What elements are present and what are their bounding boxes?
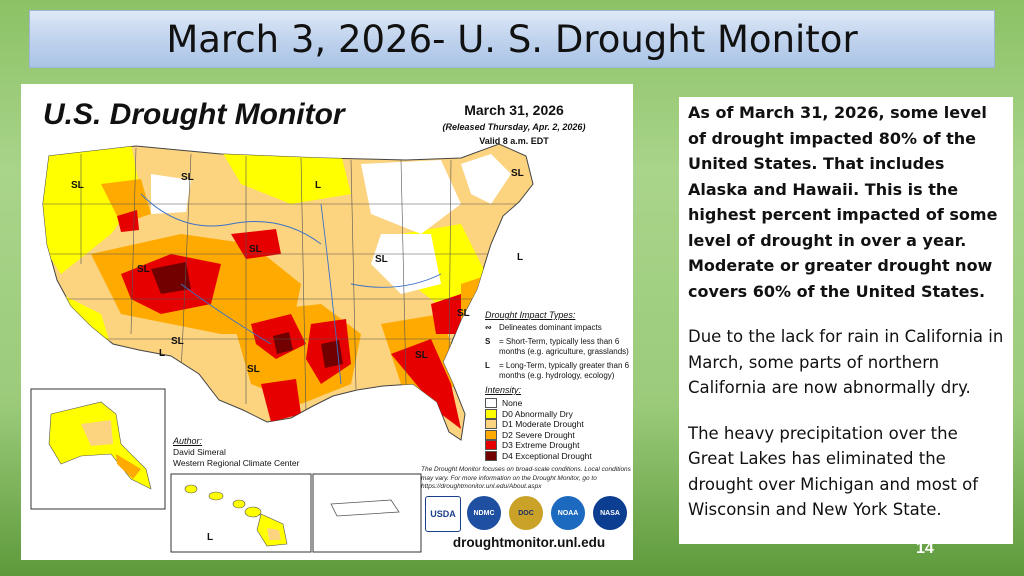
region-label: L <box>517 252 523 263</box>
summary-paragraph-1: As of March 31, 2026, some level of drou… <box>688 103 998 301</box>
intensity-swatch <box>485 398 497 409</box>
region-label: SL <box>247 364 260 375</box>
region-label: SL <box>415 350 428 361</box>
intensity-label: D0 Abnormally Dry <box>502 408 573 419</box>
doc-logo: DOC <box>509 496 543 530</box>
region-label: L <box>159 348 165 359</box>
intensity-legend-row: None <box>485 398 633 409</box>
map-released-date: (Released Thursday, Apr. 2, 2026) <box>442 122 586 132</box>
impact-long-text: = Long-Term, typically greater than 6 mo… <box>499 361 630 380</box>
intensity-legend-row: D3 Extreme Drought <box>485 440 633 451</box>
author-name: David Simeral <box>173 447 226 457</box>
impact-short-row: S = Short-Term, typically less than 6 mo… <box>485 337 633 357</box>
intensity-label: D1 Moderate Drought <box>502 419 584 430</box>
intensity-legend: None D0 Abnormally Dry D1 Moderate Drought… <box>485 398 633 461</box>
intensity-legend-row: D4 Exceptional Drought <box>485 450 633 462</box>
impact-short-symbol: S <box>485 337 491 346</box>
ndmc-logo: NDMC <box>467 496 501 530</box>
summary-paragraph-3: The heavy precipitation over the Great L… <box>688 423 979 520</box>
intensity-label: None <box>502 398 523 409</box>
impact-types-title: Drought Impact Types: <box>485 310 576 320</box>
region-label: SL <box>137 264 150 275</box>
intensity-swatch <box>485 429 497 440</box>
region-label: SL <box>181 172 194 183</box>
region-label: SL <box>249 244 262 255</box>
region-label: L <box>207 532 213 543</box>
noaa-logo: NOAA <box>551 496 585 530</box>
focus-note: The Drought Monitor focuses on broad-sca… <box>421 466 631 490</box>
intensity-legend-row: D0 Abnormally Dry <box>485 408 633 420</box>
page-number: 14 <box>916 540 934 557</box>
intensity-label: D4 Exceptional Drought <box>502 450 592 461</box>
drought-map-panel: SL SL SL SL SL SL SL SL SL L L L L SL U.… <box>21 84 633 560</box>
impact-delineate-row: ∾ Delineates dominant impacts <box>485 323 633 333</box>
intensity-label: D2 Severe Drought <box>502 429 575 440</box>
intensity-swatch <box>485 450 497 461</box>
squiggle-line-icon: ∾ <box>485 323 492 332</box>
agency-logos: USDA NDMC DOC NOAA NASA <box>425 496 631 534</box>
region-label: L <box>315 180 321 191</box>
slide-title: March 3, 2026- U. S. Drought Monitor <box>166 17 858 61</box>
intensity-label: D3 Extreme Drought <box>502 440 580 451</box>
intensity-swatch <box>485 440 497 451</box>
impact-short-text: = Short-Term, typically less than 6 mont… <box>499 337 629 356</box>
usda-logo: USDA <box>425 496 461 532</box>
nasa-logo: NASA <box>593 496 627 530</box>
summary-paragraph-2: Due to the lack for rain in California i… <box>688 327 1004 397</box>
region-label: SL <box>71 180 84 191</box>
map-date: March 31, 2026 <box>464 102 564 118</box>
region-label: SL <box>375 254 388 265</box>
summary-text-panel: As of March 31, 2026, some level of drou… <box>679 97 1013 544</box>
impact-legend: Drought Impact Types: ∾ Delineates domin… <box>485 310 633 461</box>
drought-map-graphic: SL SL SL SL SL SL SL SL SL L L L L SL <box>30 143 534 553</box>
impact-long-row: L = Long-Term, typically greater than 6 … <box>485 361 633 381</box>
map-title: U.S. Drought Monitor <box>43 98 345 131</box>
intensity-swatch <box>485 408 497 419</box>
region-label: SL <box>171 336 184 347</box>
map-valid-time: Valid 8 a.m. EDT <box>479 136 549 146</box>
intensity-legend-row: D2 Severe Drought <box>485 429 633 441</box>
author-label: Author: <box>173 436 203 446</box>
impact-delineate-text: Delineates dominant impacts <box>499 323 602 332</box>
impact-long-symbol: L <box>485 361 490 370</box>
intensity-legend-row: D1 Moderate Drought <box>485 419 633 430</box>
region-label: SL <box>511 168 524 179</box>
slide-title-bar: March 3, 2026- U. S. Drought Monitor <box>29 10 995 68</box>
region-label: SL <box>457 308 470 319</box>
intensity-swatch <box>485 419 497 430</box>
author-block: Author: David Simeral Western Regional C… <box>173 436 299 469</box>
author-org: Western Regional Climate Center <box>173 458 300 468</box>
drought-monitor-url: droughtmonitor.unl.edu <box>452 535 606 550</box>
intensity-title: Intensity: <box>485 385 522 395</box>
